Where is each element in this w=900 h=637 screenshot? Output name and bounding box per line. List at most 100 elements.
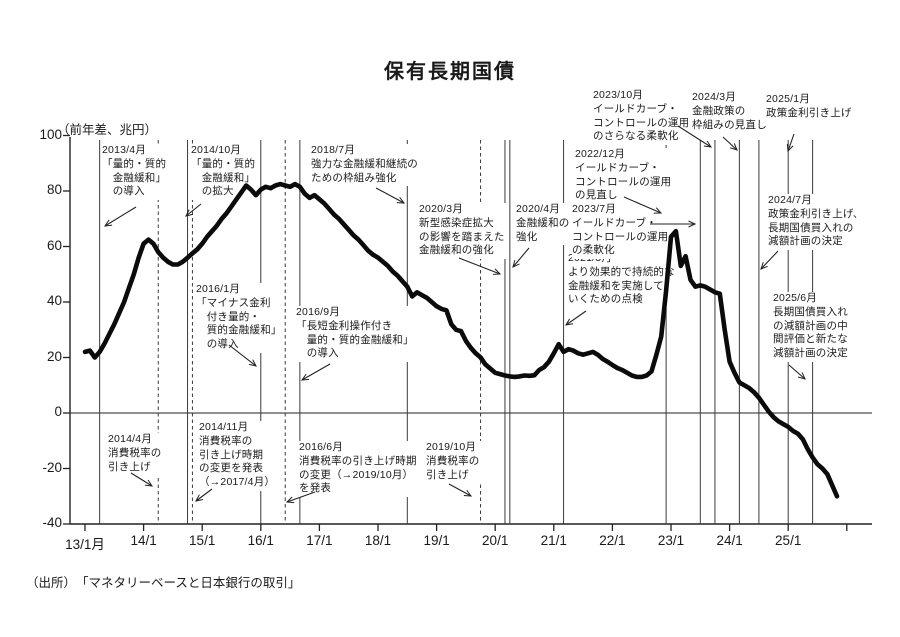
annotation-line: 2022/12月 bbox=[575, 148, 626, 160]
x-tick-label: 25/1 bbox=[775, 533, 802, 548]
annotation-line: イールドカーブ・ bbox=[572, 216, 657, 229]
annotation-arrow-2014-10 bbox=[185, 203, 202, 217]
annotation-2023-10: 2023/10月 イールドカーブ・ コントロールの運用 のさらなる柔軟化 bbox=[593, 89, 692, 146]
annotation-line: 2016/6月 bbox=[299, 441, 344, 453]
annotation-line: 新型感染症拡大 bbox=[419, 216, 494, 229]
annotation-2016-01: 2016/1月 「マイナス金利 付き量的・ 質的金融緩和」 の導入 bbox=[196, 283, 284, 353]
annotation-line: 間評価と新たな bbox=[773, 333, 848, 346]
annotation-line: 金融緩和」 bbox=[191, 171, 256, 184]
annotation-line: 2013/4月 bbox=[102, 144, 147, 156]
annotation-line: 2024/7月 bbox=[768, 194, 813, 206]
x-tick-label: 22/1 bbox=[599, 533, 626, 548]
annotation-line: の導入 bbox=[196, 338, 239, 351]
x-tick-label: 20/1 bbox=[482, 533, 509, 548]
annotation-line: イールドカーブ・ bbox=[575, 161, 660, 174]
annotation-line: 2020/4月 bbox=[516, 203, 561, 215]
x-tick-label: 15/1 bbox=[189, 533, 216, 548]
annotation-2022-12: 2022/12月 イールドカーブ・ コントロールの運用 の見直し bbox=[575, 148, 674, 205]
annotation-line: の導入 bbox=[102, 185, 145, 198]
annotation-line: 減額計画の決定 bbox=[768, 235, 843, 248]
annotation-arrow-2024-07 bbox=[760, 250, 779, 270]
annotation-line: の減額計画の中 bbox=[773, 319, 848, 332]
annotation-2016-06: 2016/6月 消費税率の引き上げ時期 の変更（→2019/10月） を発表 bbox=[299, 441, 419, 498]
annotation-line: 2016/9月 bbox=[296, 306, 341, 318]
annotation-line: 強化 bbox=[516, 230, 538, 243]
annotation-line: （→2017/4月） bbox=[199, 476, 276, 489]
annotation-line: コントロールの運用 bbox=[575, 175, 672, 188]
annotation-arrow-2013-04 bbox=[103, 206, 137, 227]
x-tick-label: 13/1月 bbox=[65, 537, 105, 552]
y-tick-label: 40 bbox=[46, 293, 62, 308]
annotation-2013-04: 2013/4月 「量的・質的 金融緩和」 の導入 bbox=[102, 144, 169, 201]
annotation-line: 減額計画の決定 bbox=[773, 347, 848, 360]
annotation-line: 金融緩和を実施して bbox=[568, 279, 664, 292]
annotation-line: 2025/1月 bbox=[766, 93, 811, 105]
annotation-line: 枠組みの見直し bbox=[692, 118, 767, 131]
annotation-line: 質的金融緩和」 bbox=[196, 324, 282, 337]
annotation-line: 消費税率の引き上げ時期 bbox=[299, 454, 417, 467]
x-tick-label: 14/1 bbox=[130, 533, 157, 548]
annotation-line: 「マイナス金利 bbox=[196, 296, 271, 309]
annotation-2020-03: 2020/3月 新型感染症拡大 の影響を踏まえた 金融緩和の強化 bbox=[419, 203, 507, 260]
annotation-line: コントロールの運用 bbox=[593, 116, 690, 129]
annotation-line: の変更（→2019/10月） bbox=[299, 468, 414, 481]
chart-title: 保有長期国債 bbox=[384, 61, 516, 83]
annotation-arrow-2025-06 bbox=[788, 364, 806, 380]
annotation-arrow-2020-04 bbox=[512, 247, 530, 268]
annotation-line: 引き上げ bbox=[108, 460, 151, 473]
annotation-line: 政策金利引き上げ bbox=[766, 106, 852, 119]
annotation-arrow-2016-09 bbox=[300, 363, 331, 381]
x-tick-label: 18/1 bbox=[364, 533, 392, 548]
annotation-2025-06: 2025/6月 長期国債買入れ の減額計画の中 間評価と新たな 減額計画の決定 bbox=[773, 292, 850, 362]
y-tick-label: 80 bbox=[46, 182, 62, 197]
x-tick-label: 17/1 bbox=[306, 533, 333, 548]
annotation-line: いくための点検 bbox=[568, 293, 643, 306]
annotation-2020-04: 2020/4月 金融緩和の 強化 bbox=[516, 203, 572, 246]
y-tick-label: 20 bbox=[46, 348, 62, 364]
annotation-line: 2018/7月 bbox=[311, 144, 356, 156]
x-tick-label: 23/1 bbox=[657, 533, 685, 548]
y-tick-label: 100 bbox=[39, 126, 62, 142]
annotation-line: 付き量的・ bbox=[196, 310, 261, 323]
annotation-arrow-2021-03 bbox=[565, 310, 587, 326]
annotation-line: イールドカーブ・ bbox=[593, 102, 678, 115]
annotation-line: コントロールの運用 bbox=[572, 230, 669, 243]
annotation-line: 引き上げ bbox=[426, 468, 469, 481]
source-note: （出所） 「マネタリーベースと日本銀行の取引」 bbox=[26, 576, 301, 590]
y-tick-label: 60 bbox=[46, 237, 62, 253]
annotation-line: の見直し bbox=[575, 189, 618, 202]
annotation-line: 2014/11月 bbox=[199, 421, 249, 433]
annotation-line: 2023/10月 bbox=[593, 89, 644, 101]
x-tick-label: 21/1 bbox=[540, 533, 567, 548]
annotation-line: の影響を踏まえた bbox=[419, 230, 505, 243]
annotation-line: 「量的・質的 bbox=[191, 157, 256, 170]
annotation-line: 2016/1月 bbox=[196, 283, 241, 295]
annotation-2014-11: 2014/11月 消費税率の 引き上げ時期 の変更を発表 （→2017/4月） bbox=[199, 421, 278, 491]
annotation-line: 2014/10月 bbox=[191, 144, 242, 156]
annotation-line: の変更を発表 bbox=[199, 462, 264, 475]
annotation-line: 2024/3月 bbox=[692, 91, 737, 103]
annotation-line: 「量的・質的 bbox=[102, 157, 167, 170]
annotation-line: 2020/3月 bbox=[419, 203, 464, 215]
annotation-arrow-2018-07 bbox=[375, 187, 406, 204]
annotation-line: 消費税率の bbox=[199, 434, 253, 447]
x-tick-label: 24/1 bbox=[716, 533, 743, 548]
y-tick-label: 0 bbox=[54, 404, 62, 419]
annotation-arrow-2024-03 bbox=[722, 136, 738, 151]
annotation-line: 2023/7月 bbox=[572, 203, 617, 215]
annotation-line: の柔軟化 bbox=[572, 244, 615, 257]
annotation-2024-03: 2024/3月 金融政策の 枠組みの見直し bbox=[692, 91, 769, 134]
annotation-2014-04: 2014/4月 消費税率の 引き上げ bbox=[108, 433, 164, 476]
annotation-line: 引き上げ時期 bbox=[199, 448, 264, 461]
y-axis-unit-label: （前年差、兆円） bbox=[57, 123, 158, 137]
annotation-line: 消費税率の bbox=[108, 446, 162, 459]
annotation-line: 金融緩和の bbox=[516, 216, 570, 229]
annotation-line: 金融緩和」 bbox=[102, 171, 167, 184]
annotation-line: 「長短金利操作付き bbox=[296, 319, 393, 332]
annotation-2019-10: 2019/10月 消費税率の 引き上げ bbox=[426, 441, 482, 484]
annotation-line: 長期国債買入れの bbox=[768, 221, 854, 234]
annotation-2014-10: 2014/10月 「量的・質的 金融緩和」 の拡大 bbox=[191, 144, 258, 201]
annotation-line: の拡大 bbox=[191, 185, 234, 198]
annotation-line: ための枠組み強化 bbox=[311, 171, 397, 184]
